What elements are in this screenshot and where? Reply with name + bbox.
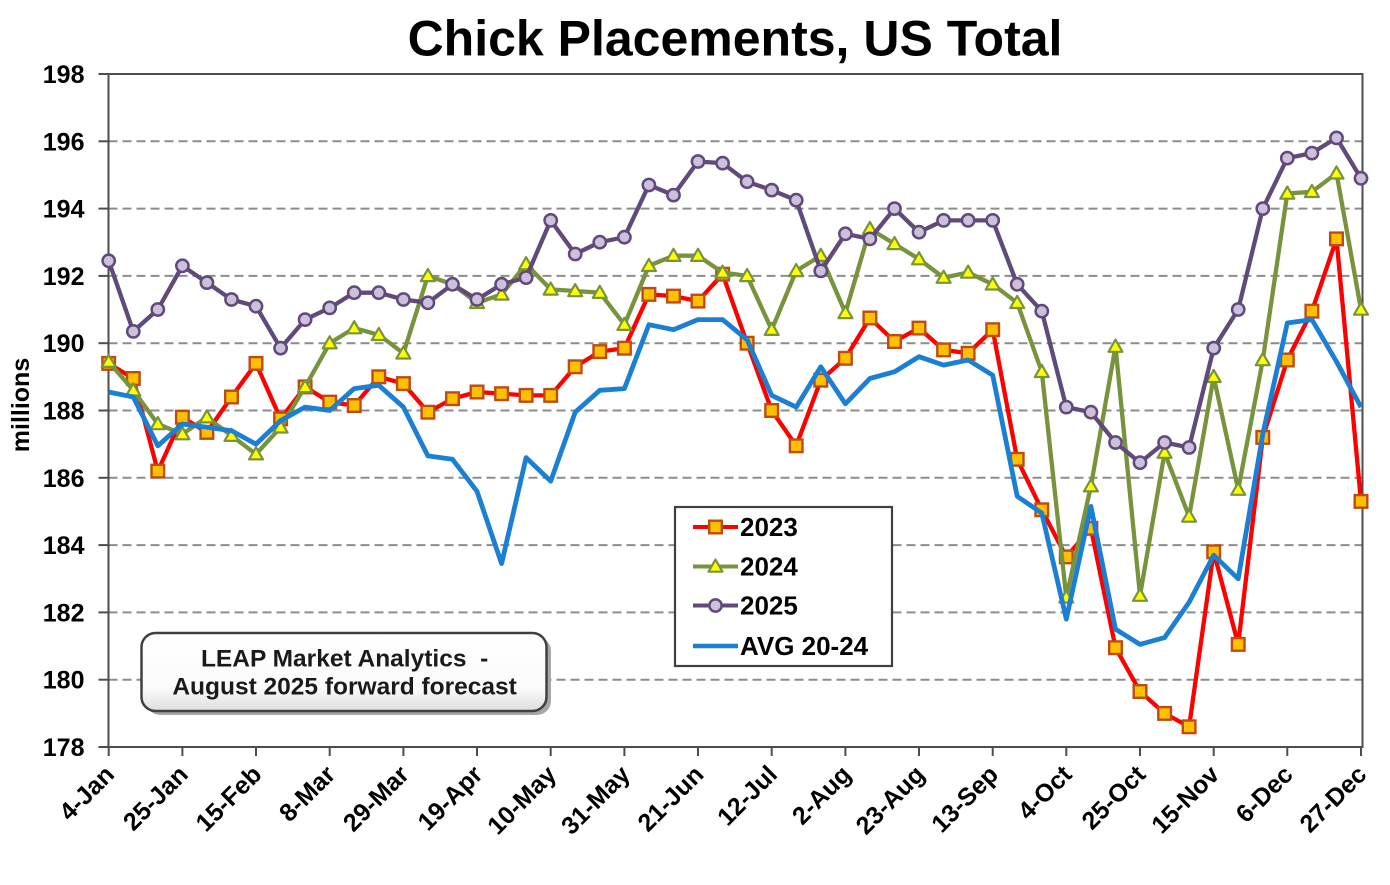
svg-text:194: 194 xyxy=(43,196,85,224)
svg-text:millions: millions xyxy=(7,358,35,452)
svg-text:198: 198 xyxy=(43,61,85,89)
svg-text:182: 182 xyxy=(43,599,85,627)
svg-text:AVG 20-24: AVG 20-24 xyxy=(740,631,869,661)
svg-text:LEAP Market Analytics -: LEAP Market Analytics - xyxy=(201,646,488,673)
svg-text:178: 178 xyxy=(43,734,85,762)
svg-text:August 2025 forward forecast: August 2025 forward forecast xyxy=(172,674,516,701)
svg-text:186: 186 xyxy=(43,465,85,493)
svg-text:192: 192 xyxy=(43,263,85,291)
svg-text:Chick Placements, US Total: Chick Placements, US Total xyxy=(408,11,1063,67)
svg-text:188: 188 xyxy=(43,398,85,426)
svg-text:196: 196 xyxy=(43,128,85,156)
svg-text:2025: 2025 xyxy=(740,591,798,621)
svg-text:190: 190 xyxy=(43,330,85,358)
svg-text:180: 180 xyxy=(43,667,85,695)
svg-text:2024: 2024 xyxy=(740,552,798,582)
svg-text:184: 184 xyxy=(43,532,85,560)
svg-text:2023: 2023 xyxy=(740,512,798,542)
